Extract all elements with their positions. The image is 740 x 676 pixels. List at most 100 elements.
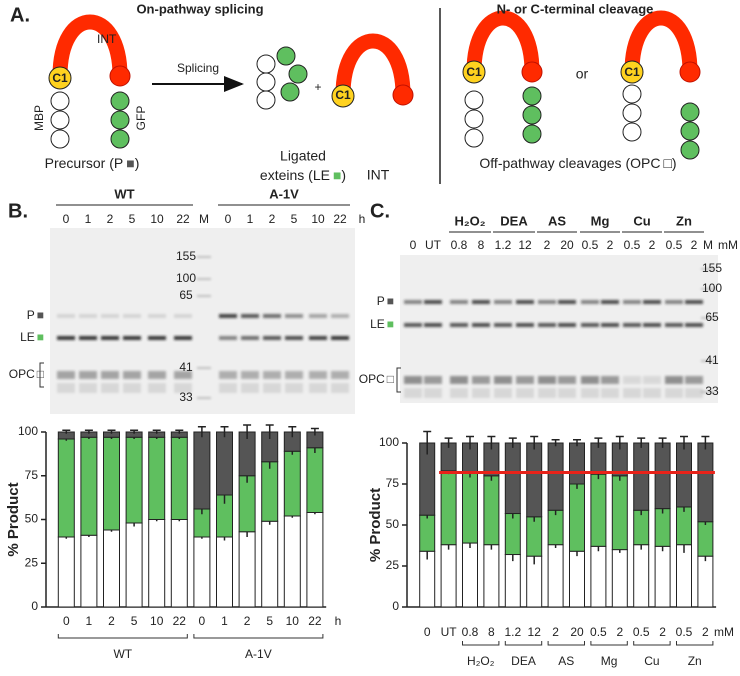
label-text: ) (135, 155, 140, 171)
mbp-bead (256, 72, 276, 92)
c1-label: C1 (624, 65, 640, 79)
gel-band (516, 376, 534, 384)
gel-smear (623, 388, 641, 398)
lane-label: 5 (129, 212, 136, 226)
mbp-bead (50, 129, 70, 149)
lane-label: 22 (176, 212, 190, 226)
error-bar (107, 429, 116, 434)
label-text: LE (370, 317, 385, 331)
bar-segment (547, 442, 564, 511)
bar-segment (261, 520, 279, 608)
lane-label: 2 (544, 238, 551, 252)
bar-segment (462, 542, 478, 608)
x-tick-label: 1 (86, 614, 93, 628)
bar-segment (306, 447, 324, 513)
lane-label: 12 (518, 238, 532, 252)
unit-label: h (359, 212, 366, 226)
group-label: H₂O₂ (467, 654, 495, 668)
lane-label: 0.8 (451, 238, 468, 252)
marker-label: 33 (179, 390, 193, 404)
legend-square: ■ (333, 167, 341, 183)
bar-segment (504, 513, 521, 556)
gel-band (494, 300, 512, 304)
error-bar (444, 437, 453, 448)
gel-band (309, 371, 327, 379)
gel-band (601, 300, 619, 304)
x-tick-label: 20 (570, 625, 584, 639)
marker-label: 33 (705, 384, 719, 398)
group-label: AS (548, 213, 566, 228)
gel-band (685, 323, 703, 327)
gel-band (123, 314, 141, 318)
error-bar (530, 435, 539, 450)
label-text: LE (20, 330, 35, 344)
x-tick-label: 10 (286, 614, 300, 628)
x-tick-label: 8 (488, 625, 495, 639)
c1-residue (48, 66, 72, 90)
gel-smear (494, 388, 512, 398)
group-label: A-1V (245, 647, 272, 661)
group-label: DEA (500, 213, 528, 228)
x-tick-label: 12 (528, 625, 542, 639)
mbp-bead (464, 90, 484, 110)
gel-band (558, 376, 576, 384)
gel-band (623, 300, 641, 304)
label-text: OPC (9, 367, 35, 381)
label-text: P (27, 308, 35, 322)
error-bar (573, 438, 581, 447)
lane-label: 0.5 (582, 238, 599, 252)
y-tick-label: 25 (25, 555, 39, 569)
c1-label: C1 (466, 65, 482, 79)
bar-segment (238, 475, 256, 533)
gel-band (494, 376, 512, 384)
gel-band (665, 300, 683, 304)
gel-smear (404, 388, 422, 398)
x-tick-label: 5 (131, 614, 138, 628)
group-label: WT (113, 647, 132, 661)
mbp-bead (256, 90, 276, 110)
gel-band (450, 300, 468, 304)
mbp-label: MBP (32, 105, 46, 131)
gel-band (241, 336, 259, 340)
y-tick-label: 0 (392, 599, 399, 613)
gel-band (197, 367, 211, 369)
band-label: OPC □ (9, 367, 44, 381)
marker-label: 41 (705, 353, 719, 367)
x-tick-label: 22 (308, 614, 322, 628)
group-label: Zn (688, 654, 702, 668)
error-bar (130, 429, 139, 434)
legend-square: ■ (37, 308, 44, 322)
lane-label: 0 (225, 212, 232, 226)
lane-label: 10 (150, 212, 164, 226)
intein-arch (52, 14, 128, 77)
x-tick-label: 1.2 (504, 625, 521, 639)
gel-smear (263, 383, 281, 393)
group-bracket (57, 634, 188, 639)
gel-band (538, 376, 556, 384)
gel-smear (643, 388, 661, 398)
gel-smear (581, 388, 599, 398)
gfp-bead (522, 105, 542, 125)
group-bracket (590, 641, 628, 646)
y-tick-label: 75 (386, 476, 400, 490)
group-label: Mg (601, 654, 618, 668)
x-tick-label: 2 (659, 625, 666, 639)
bar-segment (504, 442, 521, 515)
gfp-bead (522, 124, 542, 144)
error-bar (175, 429, 184, 434)
arrow-label: Splicing (177, 61, 219, 75)
gel-band (101, 336, 119, 340)
bar-segment (611, 549, 628, 608)
gel-band (309, 336, 327, 340)
band-label: LE ■ (370, 317, 394, 331)
error-bar (265, 424, 274, 439)
gel-band (424, 323, 442, 327)
gel-band (558, 323, 576, 327)
bar-segment (283, 450, 301, 517)
gfp-bead (280, 82, 300, 102)
bar-segment (80, 436, 98, 536)
gel-smear (538, 388, 556, 398)
lane-label: 2 (649, 238, 656, 252)
x-tick-label: 0.5 (676, 625, 693, 639)
x-tick-label: 2 (244, 614, 251, 628)
